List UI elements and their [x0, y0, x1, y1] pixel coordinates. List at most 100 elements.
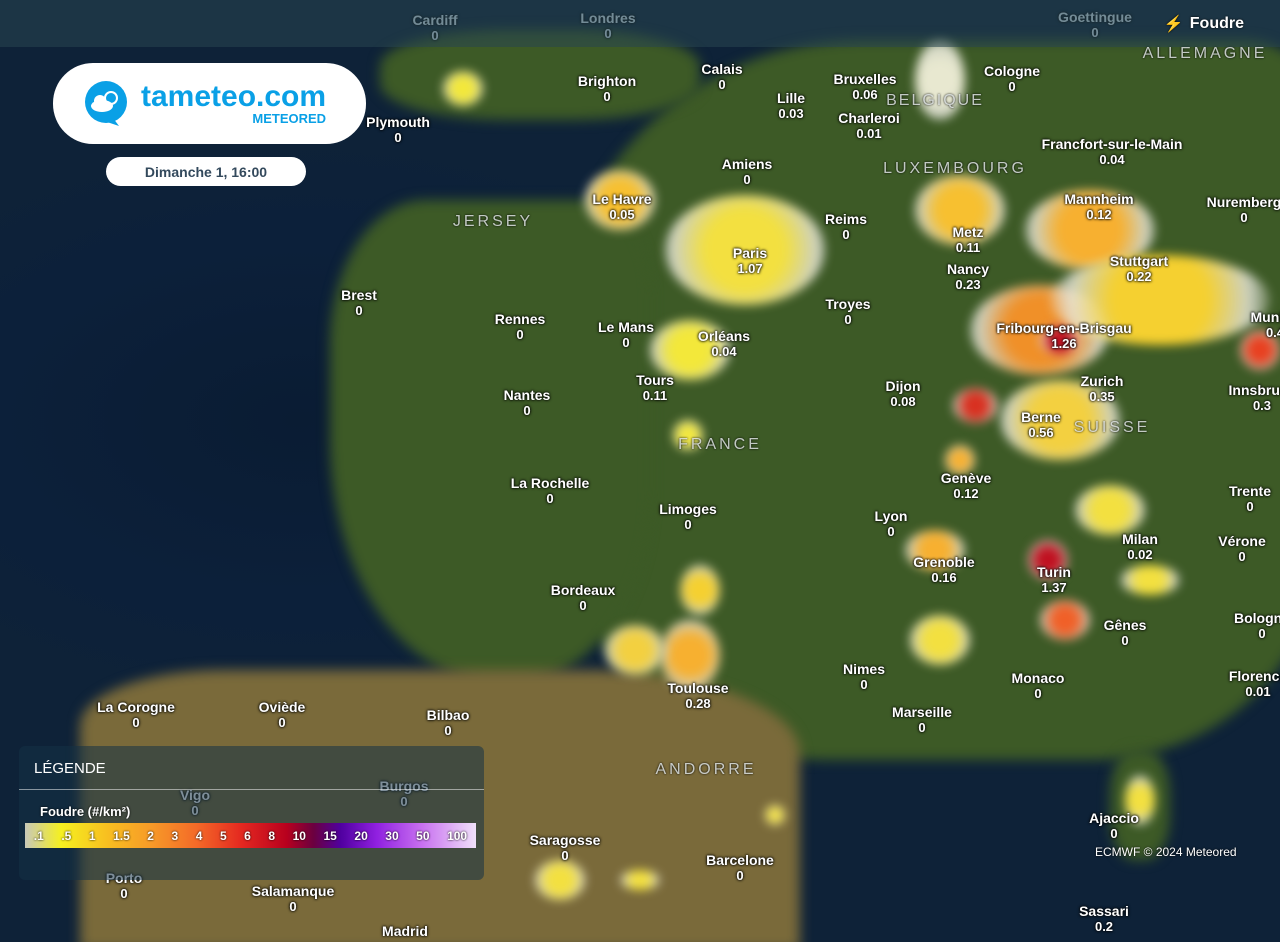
city-marker[interactable]: Le Havre 0.05: [592, 191, 651, 223]
city-marker[interactable]: Ajaccio 0: [1089, 810, 1139, 842]
date-time-label[interactable]: Dimanche 1, 16:00: [106, 157, 306, 186]
lightning-density-area: [1000, 380, 1120, 460]
legend-step-label: 10: [292, 828, 306, 843]
city-name: Bruxelles: [833, 71, 897, 87]
city-marker[interactable]: Nancy 0.23: [947, 261, 989, 293]
city-marker[interactable]: Lyon 0: [875, 508, 908, 540]
legend-step-label: 20: [354, 828, 368, 843]
city-marker[interactable]: Charleroi 0.01: [838, 110, 899, 142]
city-marker[interactable]: Metz 0.11: [952, 224, 983, 256]
city-marker[interactable]: Le Mans 0: [598, 319, 654, 351]
legend-color-scale: .1 .5 1 1.5 2 3 4 5 6 8 10 15 20 30 50 100: [25, 823, 476, 848]
city-marker[interactable]: Orléans 0.04: [698, 328, 750, 360]
city-marker[interactable]: Monaco 0: [1012, 670, 1065, 702]
legend-step-label: 2: [147, 828, 154, 843]
city-lightning-value: 0.22: [1126, 269, 1152, 284]
lightning-density-area: [1120, 565, 1180, 595]
city-marker[interactable]: Vérone 0: [1218, 533, 1265, 565]
city-marker[interactable]: Marseille 0: [892, 704, 952, 736]
city-marker[interactable]: La Corogne 0: [97, 699, 175, 731]
city-marker[interactable]: Calais 0: [701, 61, 742, 93]
city-lightning-value: 0: [622, 335, 630, 350]
city-name: Amiens: [721, 156, 773, 172]
city-lightning-value: 0: [684, 517, 692, 532]
city-marker[interactable]: Francfort-sur-le-Main 0.04: [1042, 136, 1183, 168]
land-mass: [330, 200, 650, 680]
city-marker[interactable]: Cologne 0: [984, 63, 1040, 95]
city-marker[interactable]: Amiens 0: [722, 156, 773, 188]
legend-step-label: .5: [61, 828, 72, 843]
city-name: Toulouse: [667, 680, 729, 696]
city-marker[interactable]: Gênes 0: [1104, 617, 1147, 649]
city-marker[interactable]: Troyes 0: [825, 296, 870, 328]
city-lightning-value: 0: [1238, 549, 1246, 564]
city-marker[interactable]: Genève 0.12: [941, 470, 992, 502]
city-marker[interactable]: Rennes 0: [495, 311, 546, 343]
city-marker[interactable]: Munich0.4: [1251, 309, 1280, 341]
city-marker[interactable]: Stuttgart 0.22: [1110, 253, 1168, 285]
city-marker[interactable]: Brest 0: [341, 287, 377, 319]
city-lightning-value: 0: [1246, 499, 1254, 514]
city-name: Monaco: [1011, 670, 1065, 686]
city-marker[interactable]: Paris 1.07: [733, 245, 767, 277]
city-marker[interactable]: Limoges 0: [659, 501, 717, 533]
city-marker[interactable]: Sassari 0.2: [1079, 903, 1129, 935]
city-marker[interactable]: Toulouse 0.28: [667, 680, 728, 712]
lightning-density-area: [443, 70, 483, 106]
city-marker[interactable]: Bordeaux 0: [551, 582, 616, 614]
city-name: Florence: [1228, 668, 1280, 684]
city-marker[interactable]: Dijon 0.08: [886, 378, 921, 410]
city-marker[interactable]: Brighton 0: [578, 73, 636, 105]
city-marker[interactable]: Bilbao 0: [427, 707, 470, 739]
city-marker[interactable]: Florence0.01: [1229, 668, 1280, 700]
lightning-density-area: [952, 387, 998, 423]
city-lightning-value: 0.28: [685, 696, 711, 711]
brand-name: tameteo.com: [141, 79, 327, 113]
city-marker[interactable]: Tours 0.11: [636, 372, 674, 404]
city-name: Troyes: [825, 296, 871, 312]
city-lightning-value: 0.06: [852, 87, 878, 102]
city-lightning-value: 0.01: [856, 126, 882, 141]
brand-logo[interactable]: tameteo.com METEORED: [53, 63, 366, 144]
city-marker[interactable]: Milan 0.02: [1122, 531, 1158, 563]
city-marker[interactable]: Bruxelles 0.06: [833, 71, 896, 103]
city-marker[interactable]: Nimes 0: [843, 661, 885, 693]
city-marker[interactable]: Salamanque 0: [252, 883, 334, 915]
city-marker[interactable]: Berne 0.56: [1021, 409, 1061, 441]
legend-divider: [19, 789, 484, 790]
city-marker[interactable]: Madrid: [382, 923, 428, 939]
city-marker[interactable]: Fribourg-en-Brisgau 1.26: [996, 320, 1131, 352]
city-lightning-value: 0: [918, 720, 926, 735]
city-marker[interactable]: Turin 1.37: [1037, 564, 1071, 596]
city-marker[interactable]: Bologne0: [1234, 610, 1280, 642]
city-marker[interactable]: Nantes 0: [504, 387, 551, 419]
city-name: Ajaccio: [1089, 810, 1139, 826]
city-marker[interactable]: Saragosse 0: [530, 832, 601, 864]
city-marker[interactable]: Reims 0: [825, 211, 867, 243]
city-marker[interactable]: Trente 0: [1229, 483, 1271, 515]
city-lightning-value: 0.03: [778, 106, 804, 121]
city-name: Lille: [776, 90, 806, 106]
lightning-icon: ⚡: [1163, 16, 1184, 33]
city-marker[interactable]: La Rochelle 0: [511, 475, 590, 507]
city-lightning-value: 0: [860, 677, 868, 692]
city-marker[interactable]: Grenoble 0.16: [913, 554, 974, 586]
city-marker[interactable]: Innsbruck0.3: [1229, 382, 1280, 414]
city-marker[interactable]: Plymouth 0: [366, 114, 430, 146]
city-lightning-value: 0: [561, 848, 569, 863]
city-lightning-value: 0: [736, 868, 744, 883]
city-lightning-value: 0: [1110, 826, 1118, 841]
city-lightning-value: 1.37: [1041, 580, 1067, 595]
city-marker[interactable]: Zurich 0.35: [1081, 373, 1124, 405]
city-marker[interactable]: Lille 0.03: [777, 90, 805, 122]
city-lightning-value: 0: [579, 598, 587, 613]
city-lightning-value: 1.07: [737, 261, 763, 276]
city-marker[interactable]: Mannheim 0.12: [1064, 191, 1133, 223]
city-marker[interactable]: Oviède 0: [259, 699, 306, 731]
city-marker[interactable]: Nuremberg 0: [1207, 194, 1280, 226]
lightning-density-area: [1125, 775, 1155, 825]
city-lightning-value: 0.16: [931, 570, 957, 585]
layer-selector[interactable]: ⚡ Foudre: [1164, 14, 1244, 34]
city-lightning-value: 0: [516, 327, 524, 342]
city-marker[interactable]: Barcelone 0: [706, 852, 774, 884]
